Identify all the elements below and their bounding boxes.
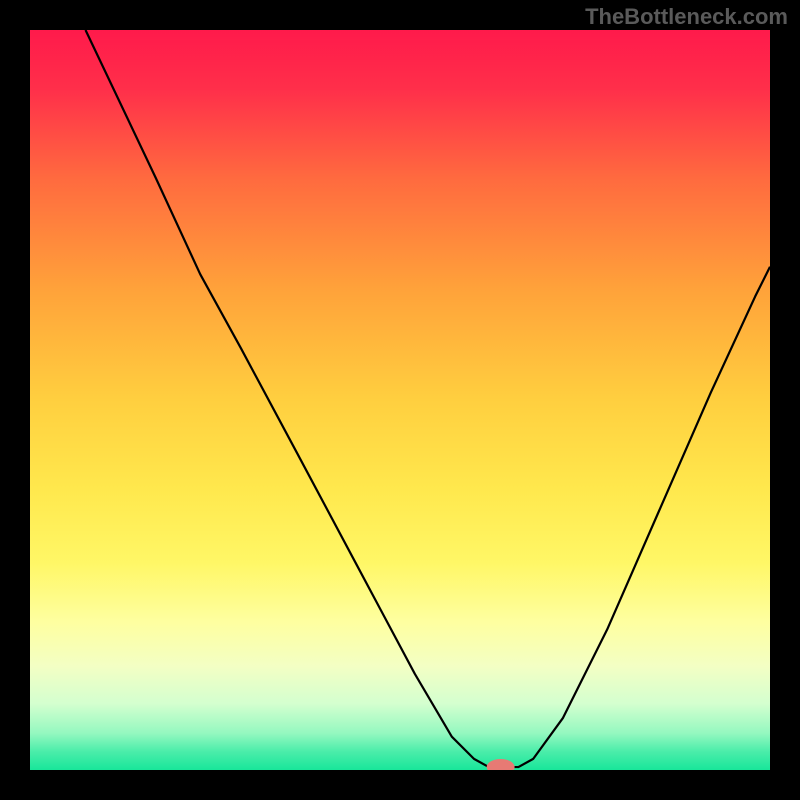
frame-bottom [0,770,800,800]
frame-right [770,0,800,800]
watermark-text: TheBottleneck.com [585,4,788,30]
frame-left [0,0,30,800]
chart-background [30,30,770,770]
